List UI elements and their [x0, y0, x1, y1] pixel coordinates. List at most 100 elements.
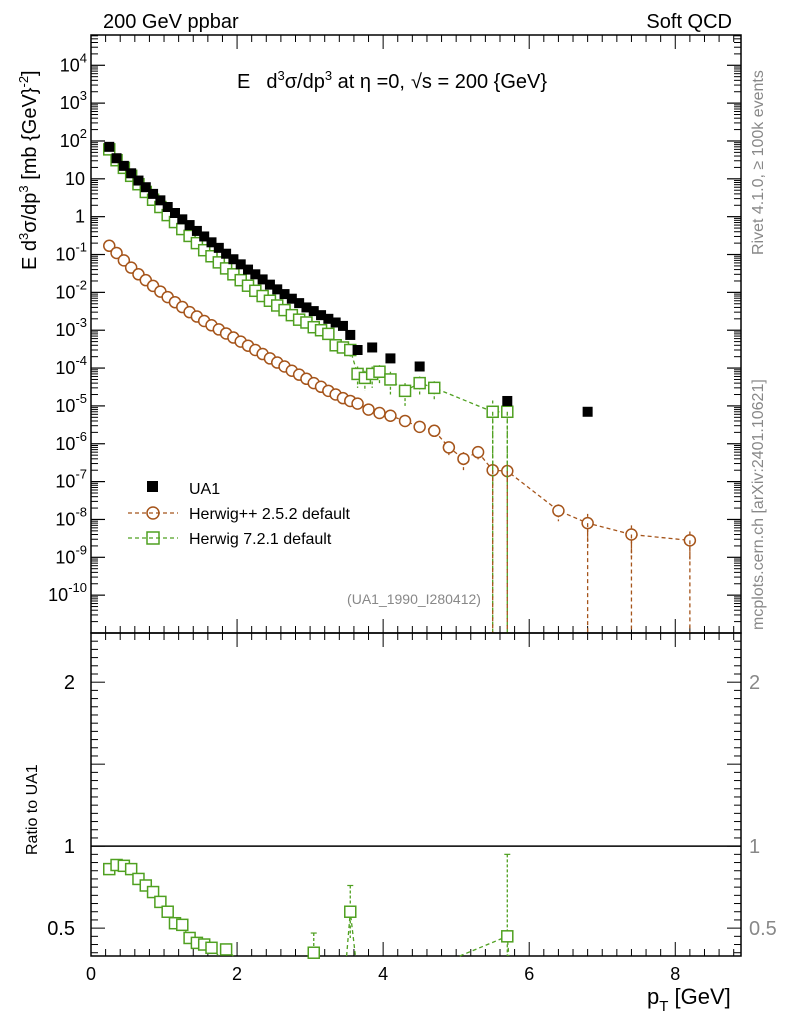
xlabel-sub: T [659, 998, 668, 1015]
ua1-point [345, 329, 356, 340]
y-tick-label: 10-5 [55, 391, 87, 416]
title-exp2: 3 [325, 68, 332, 83]
ratio-point [146, 885, 160, 899]
ratio-y-label: 0.5 [47, 918, 75, 940]
ua1-point [279, 289, 290, 300]
ua1-point [104, 141, 115, 152]
y-tick-label: 10-4 [55, 353, 87, 378]
ua1-point [301, 302, 312, 313]
ratio-ticks: 0 2 4 6 8 0.5 0.5 1 1 2 2 [47, 633, 777, 984]
y-tick-label: 103 [60, 88, 87, 113]
title-exp1: 3 [277, 68, 284, 83]
ratio-y-label-right: 1 [749, 836, 760, 858]
analysis-watermark: (UA1_1990_I280412) [347, 591, 481, 607]
ua1-point [257, 274, 268, 285]
rivet-label: Rivet 4.1.0, ≥ 100k events [750, 70, 767, 255]
ratio-point [205, 941, 218, 955]
header-right: Soft QCD [646, 11, 732, 33]
ua1-point [243, 264, 254, 275]
ua1-point [140, 182, 151, 193]
herwigpp-point [351, 397, 364, 410]
ua1-point [111, 153, 122, 164]
ua1-point [308, 306, 319, 317]
herwig7-point [413, 376, 426, 390]
ua1-point [235, 259, 246, 270]
ua1-point [213, 242, 224, 253]
herwigpp-point [103, 239, 116, 253]
ua1-point [316, 310, 327, 321]
herwigpp-point [413, 420, 426, 434]
ylabel-b: σ/dp [19, 193, 41, 233]
ratio-point [124, 862, 138, 876]
herwig7-point [398, 384, 412, 398]
ratio-series [103, 853, 514, 959]
ua1-point [184, 220, 195, 231]
ua1-point [191, 225, 202, 236]
y-tick-label: 1 [75, 207, 85, 227]
ratio-point [176, 918, 189, 932]
y-tick-label: 10-8 [55, 504, 87, 529]
ratio-frame [90, 632, 742, 957]
ratio-y-label-right: 0.5 [749, 918, 777, 940]
herwigpp-point [428, 424, 441, 438]
ua1-point [330, 317, 341, 328]
ua1-point [126, 168, 137, 179]
ua1-point [414, 361, 425, 372]
ylabel-c: [mb {GeV} [19, 87, 41, 185]
y-tick-label: 10-1 [55, 240, 87, 265]
herwigpp-point [398, 414, 412, 428]
ratio-y-label-right: 2 [749, 672, 760, 694]
main-x-ticks [90, 35, 735, 633]
herwig7-point [373, 365, 386, 378]
ratio-point [501, 930, 514, 943]
y-tick-label: 10-2 [55, 277, 87, 302]
y-tick-label: 10 [65, 169, 85, 189]
ratio-point [161, 905, 174, 918]
ua1-point [582, 406, 593, 417]
ratio-point [219, 943, 233, 956]
y-tick-label: 10-9 [55, 542, 87, 567]
y-tick-label: 10-3 [55, 315, 87, 340]
main-y-ticks: 10-10 10-9 10-8 10-7 10-6 10-5 10-4 10-3 10-2 10-… [48, 35, 741, 623]
herwig7-line [108, 149, 508, 413]
main-series [103, 141, 697, 633]
xlabel-unit: [GeV] [668, 984, 730, 1009]
ratio-point [132, 872, 145, 886]
ua1-point [148, 188, 159, 199]
ua1-point [337, 320, 348, 331]
ua1-point [250, 269, 261, 280]
ua1-point [323, 313, 334, 324]
herwig7-point [384, 373, 397, 386]
ua1-point [294, 298, 305, 309]
ylabel-a: E d [19, 240, 41, 270]
ua1-point [286, 293, 297, 304]
herwigpp-point [457, 452, 470, 466]
y-tick-label: 10-6 [55, 429, 87, 454]
herwig7-point [322, 327, 335, 341]
ua1-point [352, 345, 363, 356]
ua1-point [169, 208, 180, 219]
ratio-ylabel: Ratio to UA1 [24, 764, 41, 855]
legend: UA1 Herwig++ 2.5.2 default Herwig 7.2.1 … [128, 481, 351, 548]
title-sig: σ/dp [285, 71, 325, 93]
ua1-point [502, 395, 513, 406]
ratio-point [344, 905, 357, 918]
x-tick-label: 6 [524, 964, 534, 984]
herwigpp-point [362, 403, 375, 416]
title-tail: = 200 {GeV} [432, 71, 547, 93]
herwig7-point [190, 236, 204, 250]
ratio-y-label: 2 [64, 672, 75, 694]
title-e: E [237, 71, 250, 93]
herwigpp-point [471, 445, 485, 459]
main-panel: 10-1010-910-810-710-610-510-410-310-210-… [16, 34, 742, 634]
ua1-point [221, 248, 232, 259]
herwigpp-point [384, 409, 397, 422]
ua1-point [272, 284, 283, 295]
herwig7-point [428, 381, 441, 395]
ua1-point [206, 237, 217, 248]
ylabel-s2: 3 [16, 185, 31, 192]
y-tick-label: 10-7 [55, 467, 87, 492]
ua1-point [155, 195, 166, 206]
